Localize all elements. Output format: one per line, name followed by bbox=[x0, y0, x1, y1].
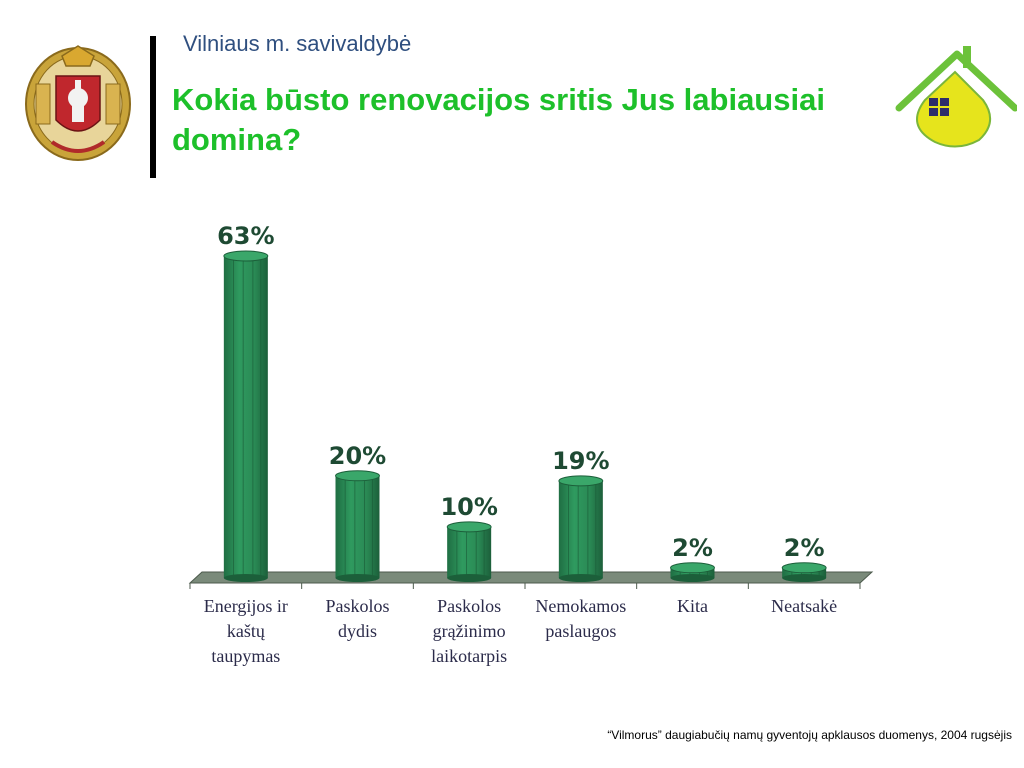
organization-name: Vilniaus m. savivaldybė bbox=[183, 31, 412, 56]
slide-title: Kokia būsto renovacijos sritis Jus labia… bbox=[172, 82, 825, 157]
bar-chart: 63% 20% 10% 19% 2% 2% Energijos ir kaštų taupym… bbox=[188, 222, 874, 666]
value-label-5: 2% bbox=[672, 534, 713, 562]
chart-floor bbox=[188, 571, 874, 584]
bar-4 bbox=[558, 475, 604, 582]
header-divider bbox=[150, 36, 156, 178]
house-logo bbox=[895, 46, 1017, 148]
category-label-4: Nemokamos paslaugos bbox=[535, 596, 626, 641]
category-label-5: Kita bbox=[677, 596, 708, 616]
bar-6 bbox=[781, 562, 827, 582]
value-label-1: 63% bbox=[217, 222, 274, 250]
bar-5 bbox=[670, 562, 715, 582]
bar-1 bbox=[223, 250, 269, 582]
category-label-6: Neatsakė bbox=[771, 596, 837, 616]
value-label-4: 19% bbox=[552, 447, 609, 475]
category-label-1: Energijos ir kaštų taupymas bbox=[204, 596, 288, 666]
bar-3 bbox=[446, 521, 492, 582]
vilnius-coat-of-arms-logo bbox=[25, 45, 131, 161]
category-label-3: Paskolos grąžinimo laikotarpis bbox=[431, 596, 507, 666]
value-label-2: 20% bbox=[329, 442, 386, 470]
value-label-3: 10% bbox=[440, 493, 497, 521]
category-label-2: Paskolos dydis bbox=[325, 596, 389, 641]
value-label-6: 2% bbox=[784, 534, 825, 562]
source-footnote: “Vilmorus” daugiabučių namų gyventojų ap… bbox=[607, 728, 1012, 742]
bar-2 bbox=[335, 470, 380, 582]
